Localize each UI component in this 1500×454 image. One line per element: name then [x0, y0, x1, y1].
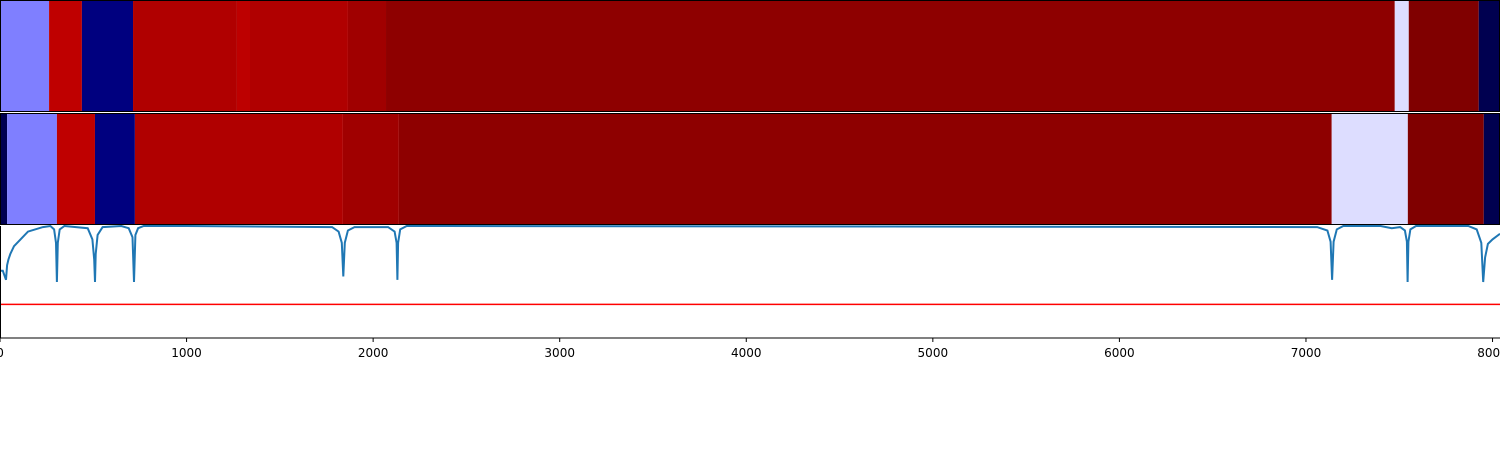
line-series [0, 224, 1500, 283]
segment [1394, 0, 1409, 112]
segment [133, 0, 237, 112]
segment [250, 0, 348, 112]
x-tick-label: 1000 [171, 346, 202, 360]
segment [94, 113, 135, 225]
segment [1331, 113, 1408, 225]
segment [236, 0, 250, 112]
segment [56, 113, 95, 225]
x-tick-label: 2000 [358, 346, 389, 360]
segment [0, 0, 50, 112]
segment [134, 113, 343, 225]
x-tick-label: 3000 [544, 346, 575, 360]
segment [347, 0, 387, 112]
segment [1408, 0, 1479, 112]
segment [0, 113, 8, 225]
segment [1478, 0, 1500, 112]
x-tick-label: 8000 [1477, 346, 1500, 360]
segment [1407, 113, 1484, 225]
segment [1483, 113, 1500, 225]
segment [49, 0, 82, 112]
x-tick-label: 6000 [1104, 346, 1135, 360]
x-tick-label: 4000 [731, 346, 762, 360]
x-tick-label: 7000 [1291, 346, 1322, 360]
x-tick-label: 0 [0, 346, 4, 360]
segment [7, 113, 57, 225]
segment [342, 113, 399, 225]
x-tick-label: 5000 [918, 346, 949, 360]
segment [81, 0, 134, 112]
segment [386, 0, 1395, 112]
segment [398, 113, 1332, 225]
